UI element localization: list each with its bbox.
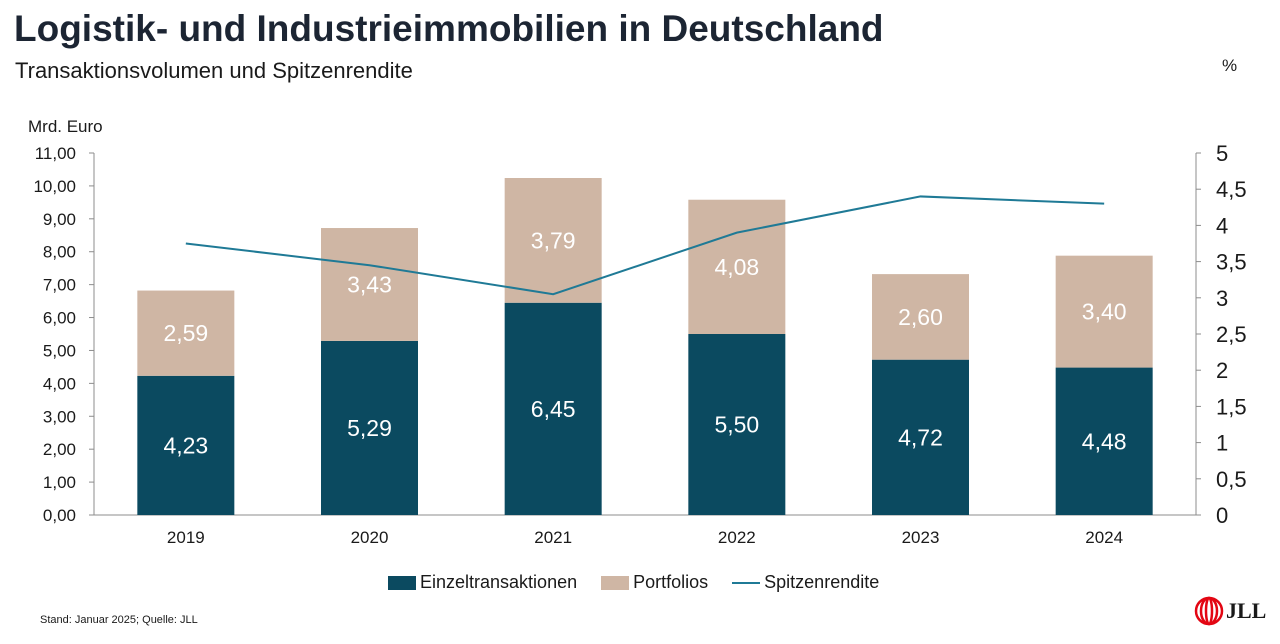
bar-portfolios: [1055, 255, 1153, 368]
jll-logo-text: JLL: [1226, 598, 1267, 623]
right-axis-tick-label: 1,5: [1216, 394, 1247, 419]
x-axis-tick-label: 2022: [718, 528, 756, 547]
legend-swatch-einzeltransaktionen: [388, 575, 416, 590]
left-axis-tick-label: 9,00: [43, 210, 76, 229]
legend-label-einzeltransaktionen: Einzeltransaktionen: [420, 572, 578, 592]
x-axis-tick-label: 2021: [534, 528, 572, 547]
legend-item-einzeltransaktionen: Einzeltransaktionen: [388, 572, 577, 593]
data-label-einzeltransaktionen: 4,72: [898, 424, 943, 450]
jll-logo-icon: [1194, 596, 1224, 626]
bar-einzeltransaktionen: [137, 375, 235, 515]
jll-logo: JLL: [1194, 596, 1266, 626]
data-label-einzeltransaktionen: 4,23: [163, 432, 208, 458]
x-axis-tick-label: 2020: [351, 528, 389, 547]
data-label-portfolios: 3,43: [347, 271, 392, 297]
right-axis-tick-label: 4: [1216, 213, 1228, 238]
left-axis-tick-label: 0,00: [43, 506, 76, 525]
left-axis-tick-label: 8,00: [43, 243, 76, 262]
legend-swatch-spitzenrendite: [732, 581, 761, 584]
right-axis-tick-label: 4,5: [1216, 177, 1247, 202]
data-label-einzeltransaktionen: 5,29: [347, 415, 392, 441]
chart-legend: Einzeltransaktionen Portfolios Spitzenre…: [388, 572, 903, 593]
bar-portfolios: [504, 178, 602, 303]
x-axis-tick-label: 2019: [167, 528, 205, 547]
line-spitzenrendite: [185, 195, 1105, 296]
bar-einzeltransaktionen: [872, 359, 969, 515]
legend-item-spitzenrendite: Spitzenrendite: [732, 572, 879, 593]
bar-einzeltransaktionen: [504, 302, 602, 515]
right-axis-tick-label: 0,5: [1216, 467, 1247, 492]
data-label-portfolios: 2,60: [898, 304, 943, 330]
data-label-portfolios: 3,40: [1082, 299, 1127, 325]
left-axis-tick-label: 11,00: [35, 144, 76, 163]
bar-portfolios: [688, 199, 786, 334]
left-axis-tick-label: 1,00: [43, 473, 76, 492]
right-axis-tick-label: 3: [1216, 286, 1228, 311]
page-subtitle: Transaktionsvolumen und Spitzenrendite: [15, 58, 413, 83]
legend-label-portfolios: Portfolios: [633, 572, 709, 592]
right-axis-tick-label: 2: [1216, 358, 1228, 383]
left-axis-tick-label: 3,00: [43, 407, 76, 426]
bar-einzeltransaktionen: [321, 340, 418, 515]
bar-einzeltransaktionen: [1055, 367, 1153, 515]
bar-einzeltransaktionen: [688, 334, 786, 515]
left-axis-tick-label: 6,00: [43, 309, 76, 328]
data-label-einzeltransaktionen: 6,45: [531, 396, 576, 422]
x-axis-tick-label: 2024: [1085, 528, 1123, 547]
legend-label-spitzenrendite: Spitzenrendite: [764, 572, 880, 592]
data-label-portfolios: 2,59: [163, 320, 208, 346]
left-axis-tick-label: 2,00: [43, 440, 76, 459]
right-axis-tick-label: 1: [1216, 431, 1228, 456]
right-axis-tick-label: 0: [1216, 503, 1228, 528]
data-label-einzeltransaktionen: 5,50: [714, 412, 759, 438]
page-title: Logistik- und Industrieimmobilien in Deu…: [14, 8, 884, 49]
stacked-bar-line-chart: 0,00 1,00 2,00 3,00 4,00 5,00 6,00 7,00 8,00 9,00…: [33, 141, 1247, 547]
left-axis-tick-label: 10,00: [33, 177, 76, 196]
bar-portfolios: [872, 274, 969, 360]
right-axis-tick-label: 5: [1216, 141, 1228, 166]
legend-item-portfolios: Portfolios: [601, 572, 708, 593]
left-axis-tick-label: 5,00: [43, 341, 76, 360]
data-label-portfolios: 4,08: [714, 254, 759, 280]
left-axis-unit: Mrd. Euro: [28, 117, 103, 136]
left-axis-tick-label: 7,00: [43, 276, 76, 295]
right-axis-tick-label: 3,5: [1216, 250, 1247, 275]
source-note: Stand: Januar 2025; Quelle: JLL: [40, 614, 198, 626]
bar-portfolios: [321, 228, 418, 341]
data-label-einzeltransaktionen: 4,48: [1082, 428, 1127, 454]
left-axis-tick-label: 4,00: [43, 374, 76, 393]
right-axis-unit: %: [1222, 56, 1238, 75]
bar-portfolios: [137, 290, 235, 376]
legend-swatch-portfolios: [601, 575, 630, 590]
data-label-portfolios: 3,79: [531, 227, 576, 253]
x-axis-tick-label: 2023: [902, 528, 940, 547]
right-axis-tick-label: 2,5: [1216, 322, 1247, 347]
